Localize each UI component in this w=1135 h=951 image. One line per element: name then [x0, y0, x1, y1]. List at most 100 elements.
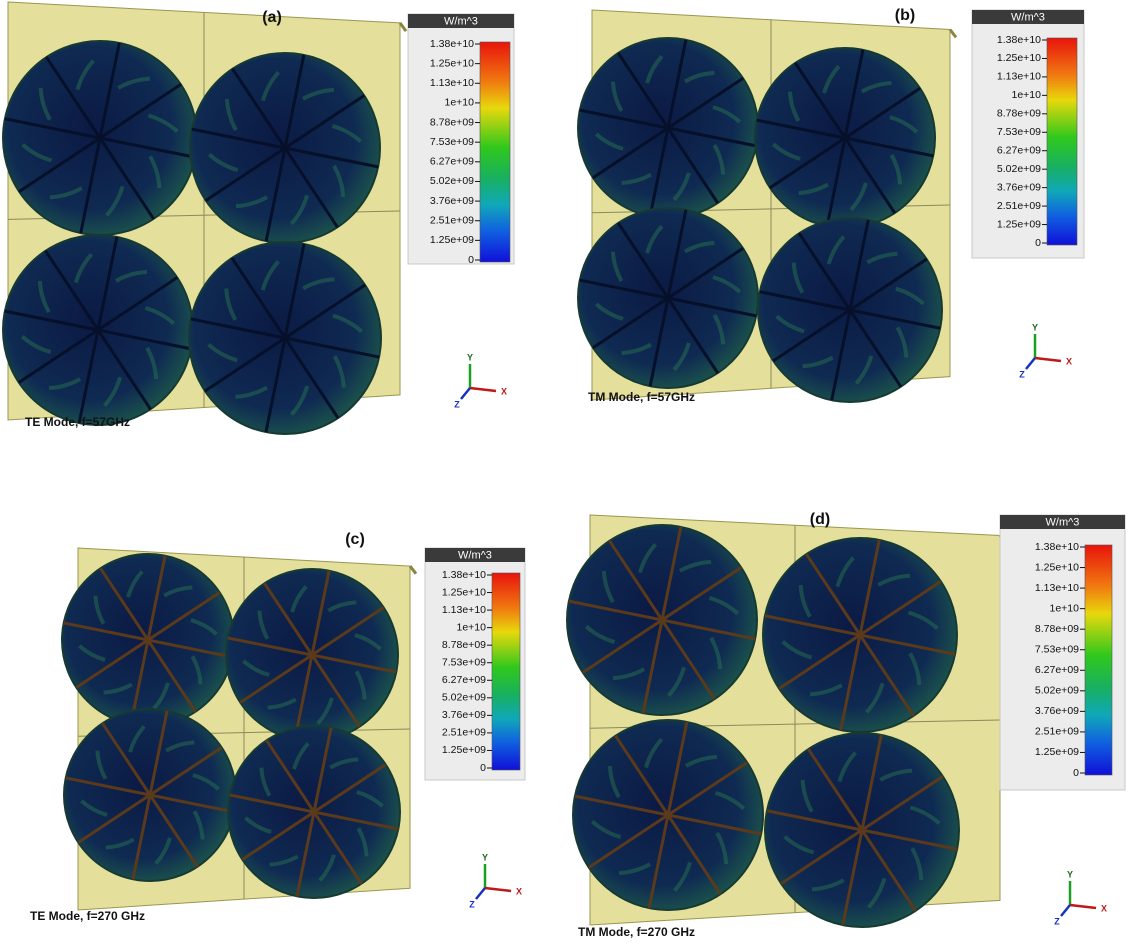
field-highlight [645, 224, 664, 254]
colorbar [479, 41, 511, 263]
colorbar-header [1000, 515, 1125, 529]
colorbar-tick-label: 1.25e+10 [1035, 561, 1079, 573]
field-highlight [117, 76, 151, 90]
field-highlight [877, 573, 911, 587]
field-highlight [798, 182, 830, 196]
resonator-slot [131, 794, 152, 880]
resonator-slot [772, 308, 851, 363]
field-highlight [260, 260, 280, 291]
axis-z [460, 387, 471, 400]
resonator-slot [148, 710, 169, 796]
resonator-slot [667, 813, 762, 836]
field-highlight [192, 773, 220, 791]
plate-edge [948, 28, 958, 39]
caption: TE Mode, f=270 GHz [30, 909, 145, 923]
colorbar-tick-label: 1.25e+09 [1035, 746, 1079, 758]
colorbar-tick-label: 0 [1073, 767, 1079, 779]
panel: (c) TE Mode, f=270 GHz W/m^3 1.38e+10 1.25e+… [30, 531, 526, 923]
resonator-slot [77, 793, 151, 844]
field-highlight [80, 799, 108, 817]
colorbar-tick-label: 1.25e+10 [430, 57, 474, 69]
resonator-slot [147, 638, 233, 659]
resonator-slot [263, 582, 314, 656]
colorbar-tick-label: 2.51e+09 [1035, 726, 1079, 738]
field-highlight [163, 585, 193, 598]
colorbar-tick-label: 5.02e+09 [997, 163, 1041, 175]
resonator-slot [17, 328, 99, 384]
field-highlight [154, 837, 172, 865]
colorbar-tick-label: 1.38e+10 [442, 569, 486, 581]
field-highlight [684, 754, 718, 768]
resonator-slot [660, 526, 683, 621]
resonator-slot [149, 793, 235, 814]
colorbar-unit: W/m^3 [1011, 11, 1045, 23]
resonator-slot [780, 828, 863, 885]
axis-z [1025, 357, 1036, 370]
field-highlight [332, 313, 363, 333]
field-highlight [889, 153, 903, 185]
colorbar-tick-label: 8.78e+09 [442, 639, 486, 651]
resonator-slot [660, 619, 716, 701]
resonator-slot [841, 829, 864, 926]
axis-z-label: Z [1019, 369, 1025, 379]
panel-label: (d) [810, 511, 830, 528]
resonator-slot [667, 296, 757, 318]
axis-y-label: Y [1067, 869, 1073, 879]
field-highlight [105, 837, 135, 850]
resonator-slot [239, 653, 313, 704]
colorbar-tick-label: 3.76e+09 [442, 709, 486, 721]
field-highlight [331, 124, 363, 144]
field-highlight [302, 277, 335, 291]
axis-x [1034, 356, 1062, 363]
field-highlight [865, 682, 885, 714]
resonator-slot [204, 146, 286, 202]
resonator-slot [96, 236, 119, 331]
field-highlight [771, 142, 801, 161]
colorbar-tick-label: 1.25e+09 [430, 234, 474, 246]
field-highlight [20, 334, 52, 354]
colorbar-tick-label: 6.27e+09 [442, 674, 486, 686]
field-highlight [584, 624, 616, 644]
field-highlight [207, 343, 238, 363]
axis-z-label: Z [469, 899, 475, 909]
field-highlight [610, 81, 624, 113]
field-highlight [74, 252, 94, 284]
field-highlight [354, 670, 367, 700]
field-highlight [907, 610, 939, 630]
field-highlight [289, 194, 309, 226]
field-highlight [621, 342, 653, 356]
field-highlight [708, 596, 740, 616]
field-highlight [257, 610, 270, 640]
field-highlight [327, 600, 357, 613]
colorbar-tick-label: 1.13e+10 [1035, 582, 1079, 594]
field-highlight [835, 556, 855, 588]
colorbar-tick-label: 2.51e+09 [430, 215, 474, 227]
colorbar-tick-label: 1e+10 [1050, 602, 1080, 614]
resonator-slot [666, 39, 688, 129]
field-highlight [103, 682, 133, 695]
resonator-slot [283, 54, 306, 149]
colorbar-tick-label: 1e+10 [445, 97, 475, 109]
colorbar-tick-label: 1.13e+10 [442, 604, 486, 616]
resonator-slot [284, 146, 379, 169]
field-highlight [75, 59, 95, 91]
resonator-slot [99, 83, 182, 140]
resonator-slot [666, 127, 719, 204]
field-highlight [356, 827, 369, 857]
colorbar-tick-label: 1.38e+10 [430, 38, 474, 50]
resonator-slot [75, 638, 149, 689]
field-highlight [21, 143, 53, 163]
field-highlight [224, 288, 238, 321]
field-highlight [910, 847, 924, 881]
resonator-slot [284, 336, 380, 359]
resonator-slot [101, 722, 152, 796]
resonator-slot [858, 634, 915, 717]
field-highlight [715, 831, 729, 865]
resonator-slot [849, 257, 928, 312]
field-highlight [783, 835, 815, 855]
colorbar-tick-label: 6.27e+09 [1035, 664, 1079, 676]
field-highlight [683, 240, 715, 254]
field-highlight [712, 143, 726, 175]
field-highlight [826, 235, 846, 265]
resonator-slot [4, 117, 101, 140]
